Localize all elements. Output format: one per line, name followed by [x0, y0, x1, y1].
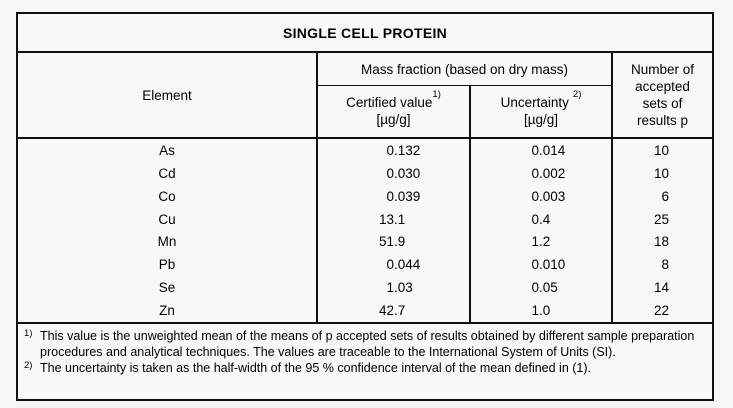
element-cell: Co	[18, 184, 318, 208]
footnote-ref-1: 1)	[432, 89, 441, 100]
uncertainty-label: Uncertainty2)	[500, 89, 582, 110]
certified-value-label: Certified value1)	[346, 89, 441, 110]
table-row-zn: Zn 42.7 1.0 22	[18, 299, 712, 322]
certificate-table: SINGLE CELL PROTEIN Element Mass fractio…	[16, 12, 714, 401]
element-cell: Cu	[18, 207, 318, 231]
table-title: SINGLE CELL PROTEIN	[18, 14, 712, 53]
uncertainty-cell: 0.014	[471, 139, 613, 162]
accepted-sets-cell: 8	[661, 257, 669, 273]
uncertainty-cell: 0.003	[471, 184, 613, 208]
table-row-co: Co 0.039 0.003 6	[18, 184, 712, 208]
table-row-se: Se 1.03 0.05 14	[18, 276, 712, 300]
accepted-sets-cell: 18	[653, 234, 669, 250]
column-header-element: Element	[18, 53, 318, 137]
uncertainty-cell: 1.2	[471, 230, 613, 254]
uncertainty-unit: [µg/g]	[523, 111, 559, 127]
element-cell: As	[18, 139, 318, 162]
certified-value-cell: 13.1	[318, 207, 471, 231]
table-body: As 0.132 0.014 10 Cd 0.030 0.002 10 Co 0…	[18, 139, 712, 324]
table-row-pb: Pb 0.044 0.010 8	[18, 253, 712, 277]
footnote-1-marker: 1)	[24, 328, 33, 339]
uncertainty-cell: 0.010	[471, 253, 613, 277]
column-header-mass-fraction: Mass fraction (based on dry mass)	[318, 53, 613, 86]
table-row-mn: Mn 51.9 1.2 18	[18, 230, 712, 254]
uncertainty-cell: 0.002	[471, 161, 613, 185]
certified-value-cell: 51.9	[318, 230, 471, 254]
column-header-accepted-sets: Number of accepted sets of results p	[613, 53, 712, 137]
footnote-1-text: This value is the unweighted mean of the…	[40, 329, 695, 359]
table-header: Element Mass fraction (based on dry mass…	[18, 53, 712, 139]
footnote-2-text: The uncertainty is taken as the half-wid…	[40, 361, 592, 375]
certified-value-cell: 0.132	[318, 139, 471, 162]
certified-value-cell: 0.030	[318, 161, 471, 185]
element-cell: Pb	[18, 253, 318, 277]
certified-value-cell: 1.03	[318, 276, 471, 300]
accepted-sets-cell: 22	[653, 303, 669, 319]
certified-value-unit: [µg/g]	[376, 111, 411, 127]
accepted-sets-cell: 10	[653, 142, 669, 158]
accepted-sets-cell: 14	[653, 280, 669, 296]
uncertainty-cell: 0.05	[471, 276, 613, 300]
element-cell: Se	[18, 276, 318, 300]
table-row-cd: Cd 0.030 0.002 10	[18, 161, 712, 185]
element-cell: Zn	[18, 299, 318, 322]
footnote-1: 1) This value is the unweighted mean of …	[24, 328, 704, 360]
element-cell: Mn	[18, 230, 318, 254]
certified-value-cell: 0.044	[318, 253, 471, 277]
column-header-certified-value: Certified value1) [µg/g]	[318, 86, 471, 137]
accepted-sets-cell: 10	[653, 165, 669, 181]
element-cell: Cd	[18, 161, 318, 185]
footnotes-section: 1) This value is the unweighted mean of …	[18, 324, 712, 399]
uncertainty-cell: 0.4	[471, 207, 613, 231]
accepted-sets-cell: 6	[661, 188, 669, 204]
footnote-2: 2) The uncertainty is taken as the half-…	[24, 360, 704, 376]
certified-value-cell: 0.039	[318, 184, 471, 208]
column-header-uncertainty: Uncertainty2) [µg/g]	[471, 86, 613, 137]
uncertainty-cell: 1.0	[471, 299, 613, 322]
table-row-as: As 0.132 0.014 10	[18, 139, 712, 162]
mass-fraction-header-label: Mass fraction (based on dry mass)	[360, 61, 569, 77]
footnote-2-marker: 2)	[24, 360, 33, 371]
element-header-label: Element	[142, 87, 192, 103]
accepted-sets-cell: 25	[653, 211, 669, 227]
accepted-sets-header-label: Number of accepted sets of results p	[630, 62, 695, 128]
table-row-cu: Cu 13.1 0.4 25	[18, 207, 712, 231]
certified-value-cell: 42.7	[318, 299, 471, 322]
footnote-ref-2: 2)	[572, 89, 582, 100]
